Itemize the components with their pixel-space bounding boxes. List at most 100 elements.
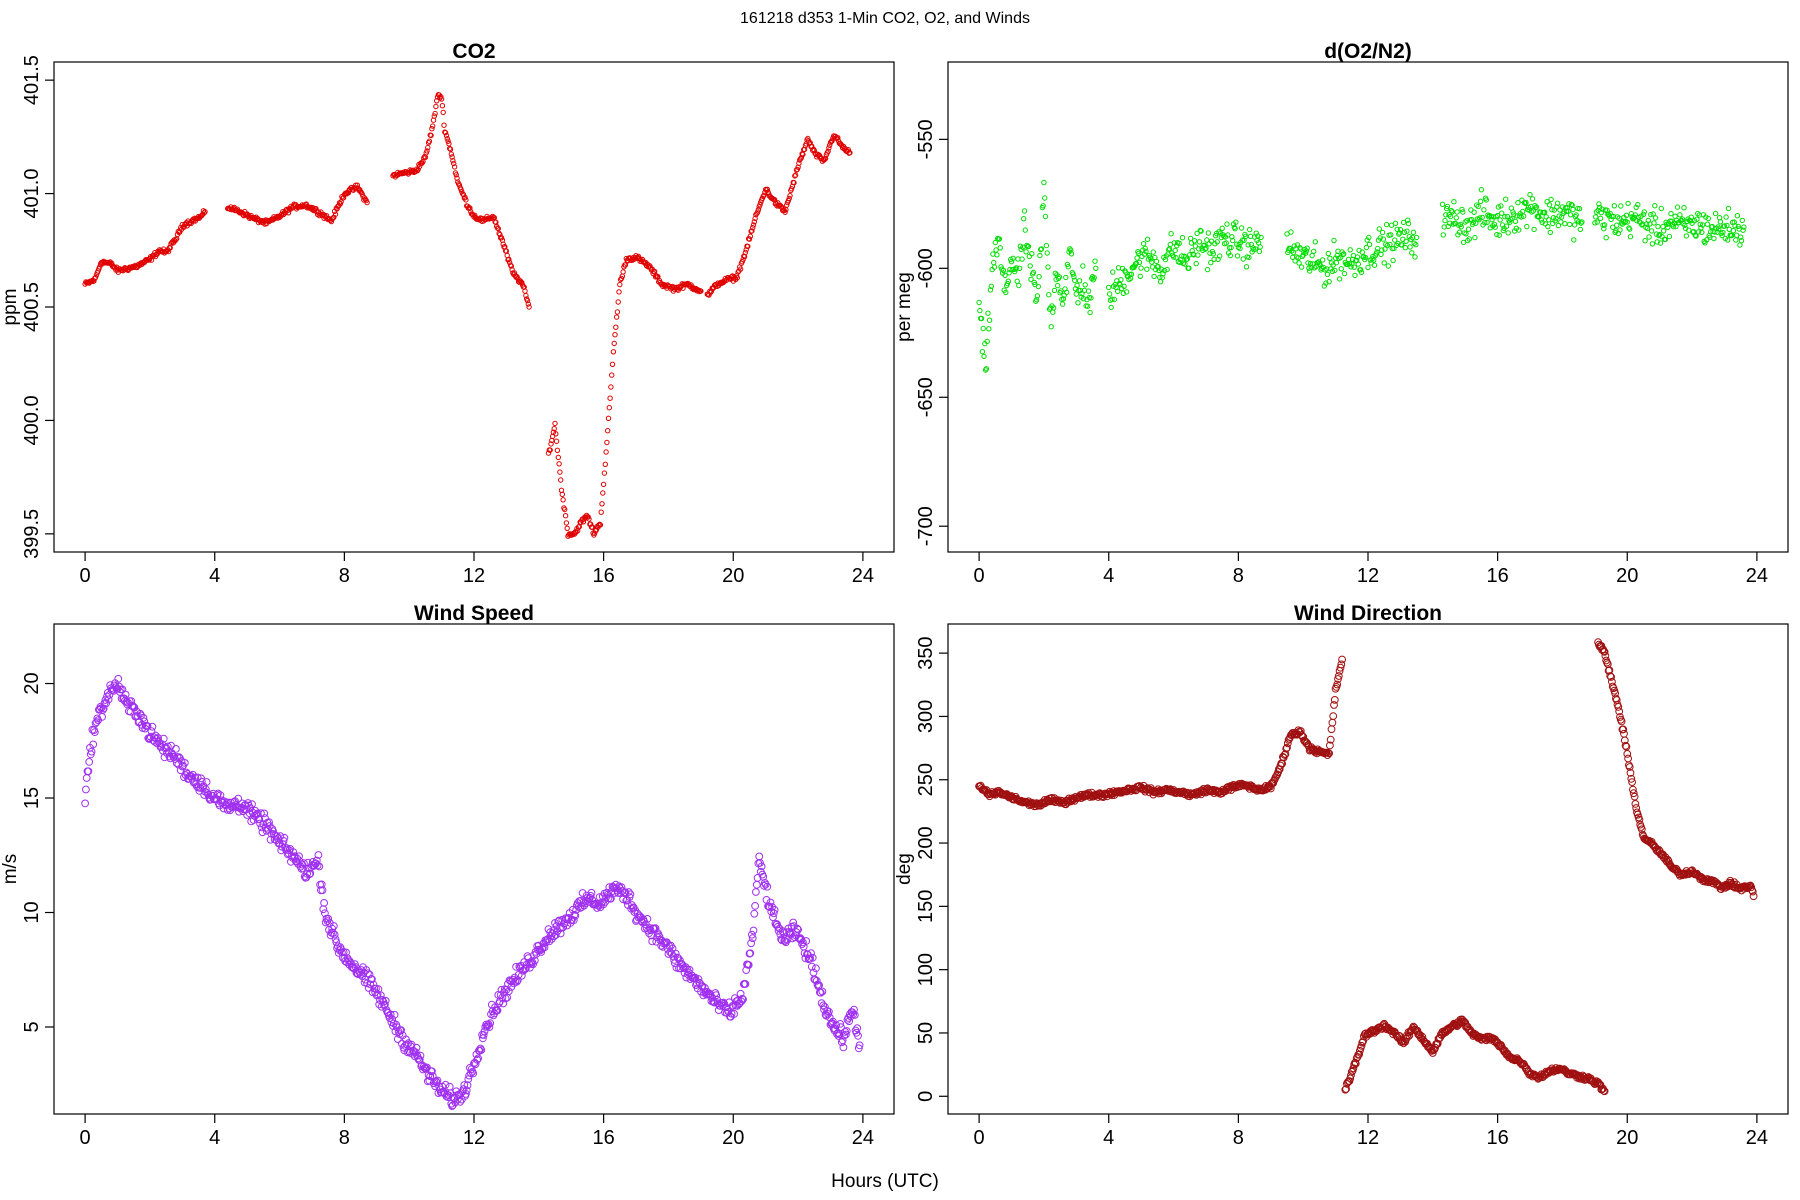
- o2-point: [1388, 232, 1394, 238]
- wind-speed-point: [521, 965, 529, 974]
- co2-point: [652, 274, 659, 280]
- o2-point: [1625, 200, 1631, 207]
- wind-speed-point: [234, 794, 243, 803]
- wind-direction-point: [1287, 730, 1296, 739]
- wind-direction-point: [1621, 741, 1630, 750]
- wind-speed-point: [160, 753, 169, 762]
- co2-point: [429, 126, 435, 132]
- o2-point: [1304, 245, 1310, 251]
- wind-direction-point: [1663, 855, 1672, 864]
- wind-speed-point: [756, 859, 764, 867]
- wind-speed-point: [748, 934, 757, 943]
- wind-speed-title: Wind Speed: [414, 602, 534, 625]
- o2-point: [1622, 219, 1628, 226]
- wind-speed-point: [106, 681, 115, 690]
- co2-xtick-label: 0: [80, 565, 91, 587]
- o2-point: [1650, 211, 1656, 217]
- wind-direction-point: [1347, 1071, 1355, 1080]
- wind-speed-point: [828, 1019, 836, 1027]
- co2-point: [602, 461, 608, 467]
- wind-speed-point: [519, 966, 528, 975]
- wind-direction-point: [1747, 883, 1756, 892]
- o2-point: [1498, 203, 1504, 209]
- wind-speed-point: [587, 888, 596, 897]
- o2-point: [1210, 251, 1217, 257]
- o2-point: [1734, 213, 1741, 219]
- wind-speed-point: [261, 814, 269, 823]
- wind-direction-ytick-label: 100: [915, 953, 937, 986]
- o2-point: [1492, 224, 1498, 230]
- o2-point: [1108, 304, 1114, 311]
- co2-point: [436, 92, 442, 98]
- wind-speed-point: [615, 884, 624, 893]
- wind-direction-point: [1297, 731, 1306, 740]
- o2-point: [1023, 249, 1029, 255]
- o2-point: [1042, 213, 1049, 220]
- o2-point: [1035, 283, 1042, 290]
- co2-point: [604, 439, 610, 446]
- co2-point: [755, 207, 762, 213]
- o2-point: [1649, 241, 1656, 247]
- o2-point: [991, 264, 998, 270]
- wind-speed-point: [766, 898, 775, 907]
- wind-speed-point: [570, 910, 579, 919]
- wind-speed-point: [738, 994, 747, 1003]
- co2-point: [764, 186, 770, 193]
- wind-speed-point: [854, 1044, 863, 1053]
- wind-speed-point: [739, 995, 747, 1004]
- co2-point: [745, 243, 751, 250]
- o2-point: [1453, 215, 1460, 221]
- wind-speed-point: [143, 722, 152, 731]
- co2-point: [414, 168, 420, 174]
- wind-direction-point: [1629, 789, 1638, 798]
- co2-point: [551, 426, 557, 432]
- wind-speed-point: [559, 923, 567, 932]
- wind-speed-point: [820, 1003, 829, 1011]
- o2-point: [1341, 251, 1347, 257]
- o2-point: [1362, 254, 1369, 261]
- co2-point: [466, 204, 472, 211]
- o2-point: [1316, 261, 1323, 267]
- o2-point: [992, 239, 998, 246]
- o2-point: [1657, 240, 1664, 246]
- o2-point: [1151, 273, 1157, 280]
- wind-speed-point: [752, 888, 760, 896]
- o2-point: [1579, 219, 1585, 225]
- o2-point: [1592, 220, 1598, 226]
- co2-point: [448, 151, 454, 157]
- wind-speed-point: [101, 696, 110, 704]
- o2-point: [1512, 218, 1519, 225]
- co2-point: [598, 509, 604, 515]
- wind-speed-point: [498, 993, 507, 1002]
- wind-speed-point: [719, 998, 728, 1007]
- wind-speed-point: [551, 931, 560, 939]
- wind-speed-point: [567, 916, 576, 925]
- wind-speed-point: [746, 949, 755, 958]
- wind-speed-point: [313, 861, 322, 870]
- o2-point: [1695, 229, 1702, 235]
- wind-speed-point: [249, 816, 258, 824]
- o2-point: [1711, 235, 1717, 242]
- o2-point: [1144, 266, 1150, 272]
- wind-speed-points: [81, 674, 864, 1110]
- wind-speed-point: [332, 938, 341, 946]
- o2-point: [1618, 203, 1624, 209]
- wind-speed-point: [342, 948, 350, 957]
- o2-point: [979, 349, 986, 355]
- co2-point: [432, 110, 438, 117]
- o2-point: [1681, 205, 1687, 211]
- o2-point: [1143, 248, 1149, 255]
- o2-point: [1565, 208, 1571, 214]
- wind-direction-point: [1392, 1031, 1401, 1040]
- o2-point: [987, 287, 994, 293]
- wind-speed-point: [197, 774, 205, 783]
- o2-point: [1311, 248, 1317, 255]
- co2-point: [782, 209, 788, 215]
- co2-point: [560, 497, 566, 503]
- wind-speed-point: [180, 759, 189, 767]
- wind-direction-point: [1086, 793, 1094, 801]
- wind-speed-point: [855, 1041, 864, 1050]
- o2-point: [1245, 242, 1251, 248]
- o2-point: [1409, 250, 1415, 256]
- o2-point: [1484, 219, 1490, 226]
